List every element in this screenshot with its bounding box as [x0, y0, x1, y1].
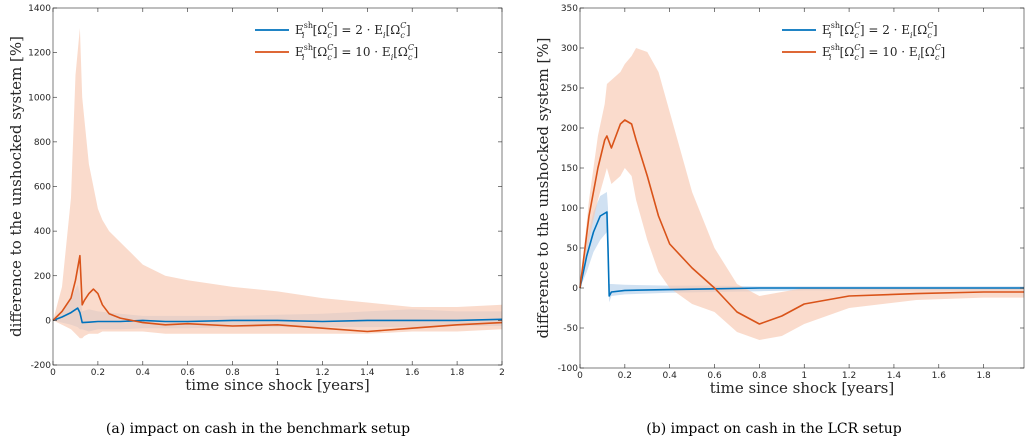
x-tick-label: 1.6	[405, 368, 420, 378]
x-axis-label: time since shock [years]	[185, 376, 369, 394]
y-tick-label: 50	[567, 244, 579, 254]
series-1-line	[579, 211, 1024, 297]
y-tick-label: 800	[34, 138, 51, 148]
y-tick-label: 0	[45, 316, 51, 326]
y-tick-label: 300	[561, 44, 578, 54]
x-tick-label: 1.2	[842, 371, 856, 381]
x-tick-label: 0.6	[181, 368, 196, 378]
x-axis-label: time since shock [years]	[710, 379, 894, 397]
x-tick-label: 0.8	[752, 371, 767, 381]
panel-a: 0 0.2 0.4 0.6 0.8 1 1.2 1.4 1.6 1.8 2-200020040060…	[7, 4, 505, 394]
legend-label-1: Esh i [ΩC c] = 2 · Ei[ΩC c]	[822, 21, 938, 40]
x-tick-label: 0.6	[707, 371, 722, 381]
x-tick-label: 1.4	[360, 368, 375, 378]
x-tick-label: 1	[801, 371, 807, 381]
y-tick-label: 1400	[28, 4, 51, 14]
x-tick-label: 1.6	[932, 371, 947, 381]
y-tick-label: 200	[34, 272, 51, 282]
x-tick-label: 0.2	[91, 368, 105, 378]
x-tick-label: 0.4	[663, 371, 678, 381]
panel-b: 0 0.2 0.4 0.6 0.8 1 1.2 1.4 1.6 1.8 -100 -50 0 50 100 1…	[534, 4, 1025, 397]
x-tick-label: 2	[499, 368, 505, 378]
y-tick-label: 1000	[28, 93, 51, 103]
y-tick-label: 250	[561, 84, 578, 94]
x-tick-label: 0.2	[618, 371, 632, 381]
x-tick-label: 1.8	[450, 368, 465, 378]
y-tick-label: 150	[561, 164, 578, 174]
series-2-band	[53, 28, 502, 339]
y-tick-label: 0	[572, 284, 578, 294]
x-tick-label: 1.4	[887, 371, 902, 381]
y-tick-label: 400	[34, 227, 51, 237]
legend-label-2: Esh i [ΩC c] = 10 · Ei[ΩC c]	[295, 43, 418, 62]
y-axis-label: difference to the unshocked system [%]	[7, 36, 25, 337]
y-tick-label: 350	[561, 4, 578, 14]
y-axis-label: difference to the unshocked system [%]	[534, 37, 552, 338]
y-tick-label: 200	[561, 124, 578, 134]
y-tick-label: -200	[31, 361, 52, 371]
series-2-line	[52, 254, 503, 333]
x-tick-label: 0.4	[136, 368, 151, 378]
y-tick-label: 100	[561, 204, 578, 214]
x-tick-label: 1.8	[976, 371, 991, 381]
x-tick-label: 0.8	[225, 368, 240, 378]
series-1-band	[580, 192, 1024, 303]
x-tick-label: 0	[50, 368, 56, 378]
y-tick-label: 600	[34, 183, 51, 193]
legend-label-1: Esh i [ΩC c] = 2 · Ei[ΩC c]	[295, 21, 411, 40]
series-2-line	[579, 119, 1024, 325]
y-tick-label: -100	[558, 364, 579, 374]
caption-b: (b) impact on cash in the LCR setup	[646, 421, 901, 437]
legend-label-2: Esh i [ΩC c] = 10 · Ei[ΩC c]	[822, 43, 945, 62]
plot-area-frame	[579, 7, 1025, 369]
series-2-band	[580, 48, 1024, 340]
series-1-line	[52, 307, 503, 324]
y-tick-label: -50	[563, 324, 578, 334]
x-tick-label: 0	[577, 371, 583, 381]
x-tick-label: 1	[275, 368, 281, 378]
y-tick-label: 1200	[28, 49, 51, 59]
caption-a: (a) impact on cash in the benchmark setu…	[106, 421, 410, 437]
x-tick-label: 1.2	[315, 368, 329, 378]
